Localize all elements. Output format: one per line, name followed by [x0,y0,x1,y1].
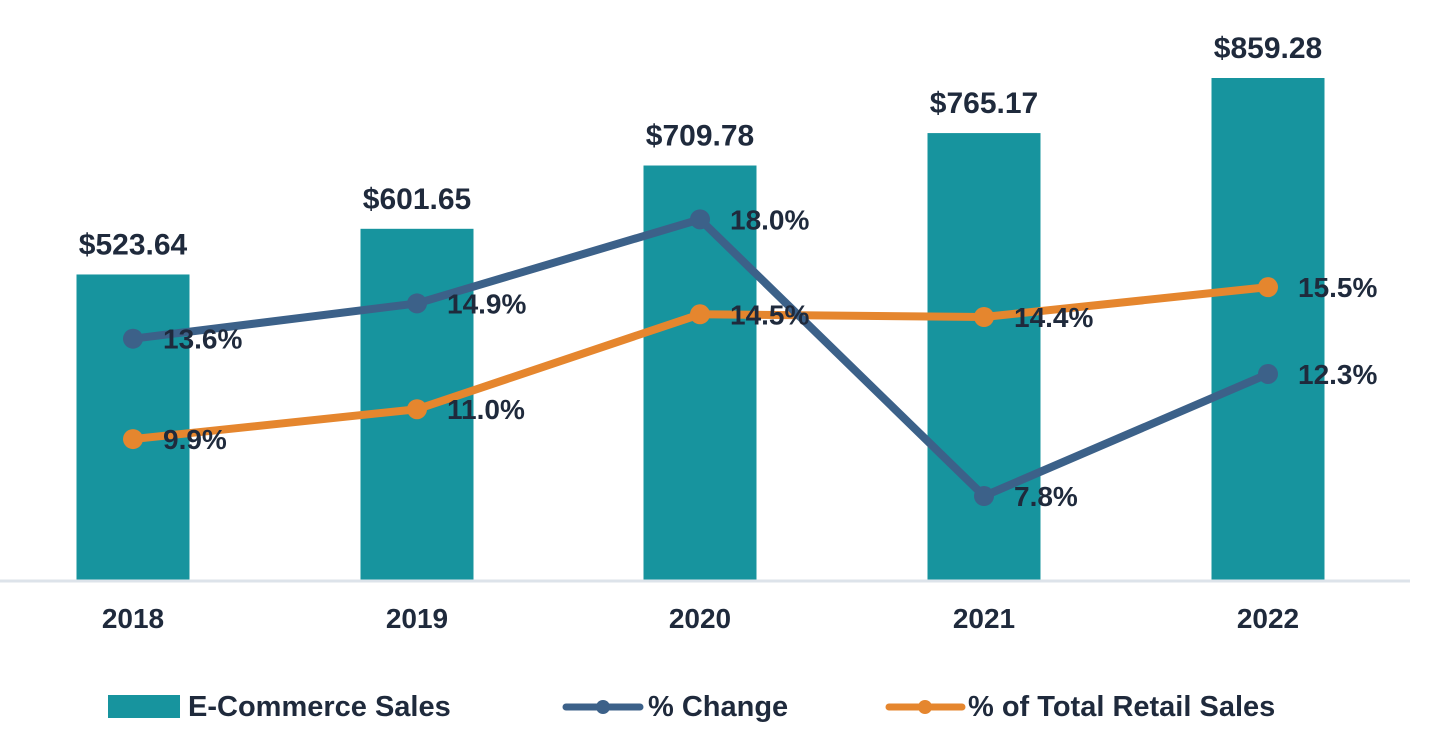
x-tick-label-2022: 2022 [1237,603,1299,634]
bar-2022 [1212,78,1325,581]
bar-value-label-2018: $523.64 [79,228,188,261]
point-percent-change-2018 [123,329,143,349]
point-label-percent-of-total-retail-sales-2021: 14.4% [1014,302,1093,333]
point-label-percent-change-2022: 12.3% [1298,359,1377,390]
ecommerce-sales-chart: $523.64 $601.65 $709.78 $765.17 $859.28 9.9%… [0,0,1432,748]
point-label-percent-of-total-retail-sales-2019: 11.0% [447,394,525,425]
point-percent-of-total-retail-sales-2019 [407,399,427,419]
bar-value-label-2022: $859.28 [1214,32,1322,65]
point-label-percent-of-total-retail-sales-2018: 9.9% [163,424,227,455]
legend: E-Commerce Sales % Change % of Total Ret… [108,691,1275,723]
point-percent-of-total-retail-sales-2022 [1258,277,1278,297]
legend-swatch-percent-change-marker [596,700,610,714]
bar-value-label-2020: $709.78 [646,120,754,153]
x-tick-label-2021: 2021 [953,603,1015,634]
point-label-percent-change-2018: 13.6% [163,324,242,355]
bar-value-label-2021: $765.17 [930,87,1038,120]
point-percent-change-2020 [690,209,710,229]
point-label-percent-change-2020: 18.0% [730,204,809,235]
x-tick-label-2019: 2019 [386,603,448,634]
bar-value-label-2019: $601.65 [363,183,471,216]
point-label-percent-of-total-retail-sales-2022: 15.5% [1298,272,1377,303]
point-label-percent-change-2021: 7.8% [1014,481,1078,512]
x-tick-label-2020: 2020 [669,603,731,634]
point-percent-change-2019 [407,293,427,313]
legend-label-ecommerce-sales: E-Commerce Sales [188,691,451,723]
point-percent-of-total-retail-sales-2018 [123,429,143,449]
x-axis-tick-labels: 2018 2019 2020 2021 2022 [102,603,1299,634]
point-percent-change-2021 [974,486,994,506]
point-label-percent-of-total-retail-sales-2020: 14.5% [730,299,809,330]
point-percent-of-total-retail-sales-2021 [974,307,994,327]
bars-layer [77,78,1325,581]
point-label-percent-change-2019: 14.9% [447,288,526,319]
legend-label-percent-change: % Change [648,691,788,723]
bar-2021 [928,133,1041,581]
x-tick-label-2018: 2018 [102,603,164,634]
line-value-labels: 9.9% 11.0% 14.5% 14.4% 15.5% 13.6% 14.9% 18.0% 7… [163,204,1377,512]
legend-label-share-of-retail: % of Total Retail Sales [968,691,1275,723]
legend-swatch-share-of-retail-marker [918,700,932,714]
point-percent-of-total-retail-sales-2020 [690,304,710,324]
point-percent-change-2022 [1258,364,1278,384]
legend-swatch-ecommerce-sales [108,695,180,718]
